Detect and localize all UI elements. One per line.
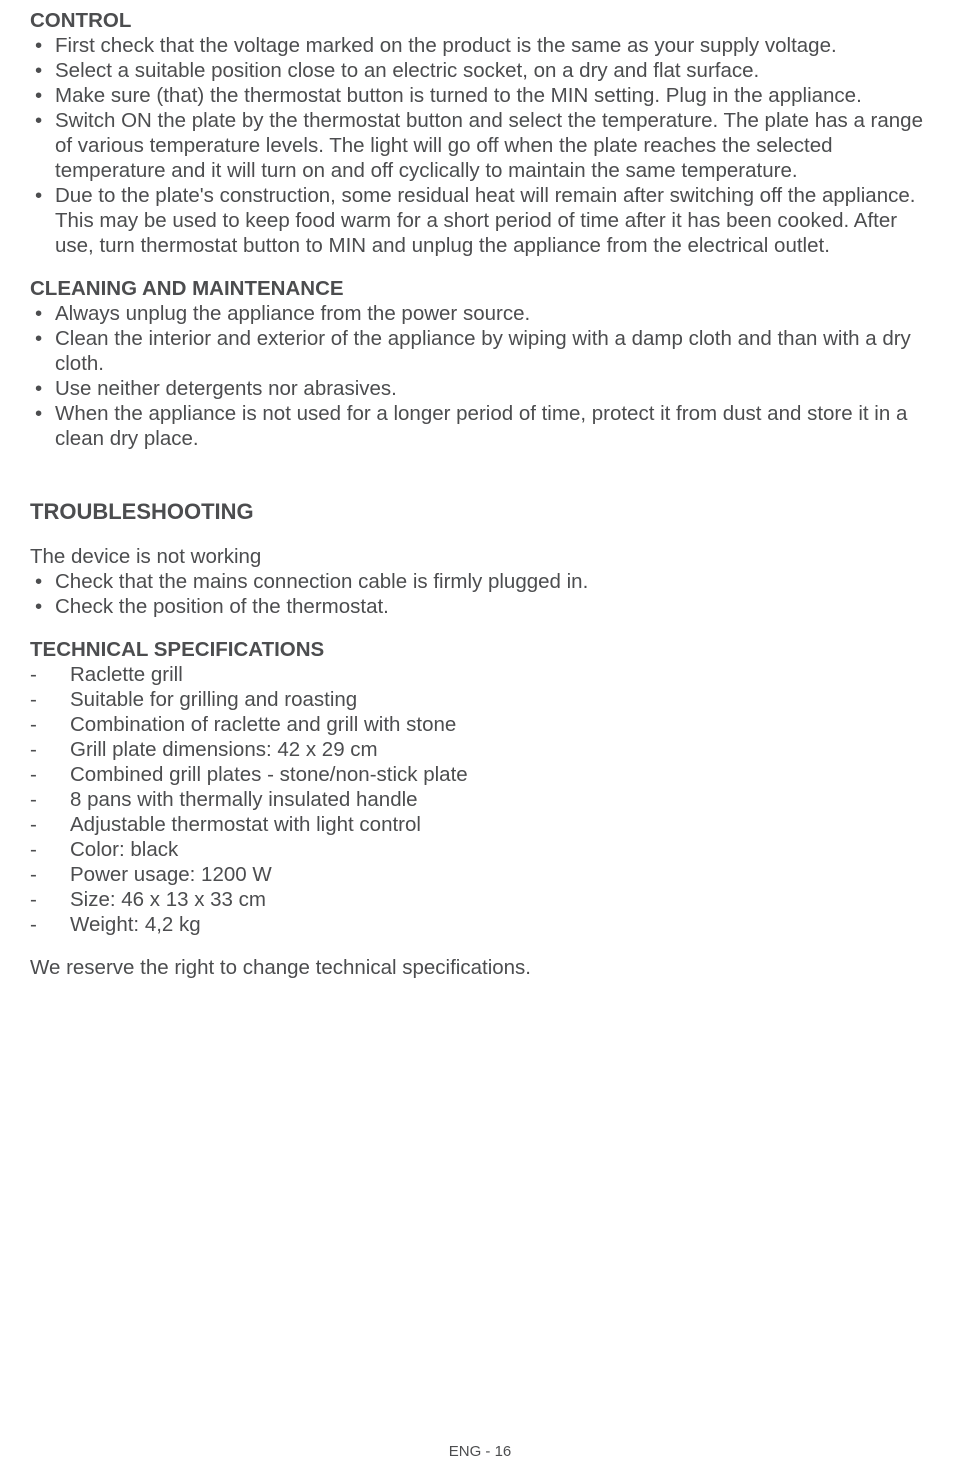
list-item: Raclette grill	[30, 662, 930, 687]
list-item: Power usage: 1200 W	[30, 862, 930, 887]
list-item: Suitable for grilling and roasting	[30, 687, 930, 712]
list-item: Switch ON the plate by the thermostat bu…	[55, 108, 930, 183]
list-item: First check that the voltage marked on t…	[55, 33, 930, 58]
cleaning-list: Always unplug the appliance from the pow…	[30, 301, 930, 451]
section-heading-cleaning: CLEANING AND MAINTENANCE	[30, 276, 930, 301]
control-list: First check that the voltage marked on t…	[30, 33, 930, 258]
list-item: Use neither detergents nor abrasives.	[55, 376, 930, 401]
list-item: Check the position of the thermostat.	[55, 594, 930, 619]
list-item: Make sure (that) the thermostat button i…	[55, 83, 930, 108]
section-heading-specs: TECHNICAL SPECIFICATIONS	[30, 637, 930, 662]
list-item: Always unplug the appliance from the pow…	[55, 301, 930, 326]
section-heading-control: CONTROL	[30, 8, 930, 33]
troubleshooting-subhead: The device is not working	[30, 544, 930, 569]
list-item: Select a suitable position close to an e…	[55, 58, 930, 83]
list-item: Size: 46 x 13 x 33 cm	[30, 887, 930, 912]
specs-footnote: We reserve the right to change technical…	[30, 955, 930, 980]
list-item: Grill plate dimensions: 42 x 29 cm	[30, 737, 930, 762]
troubleshooting-list: Check that the mains connection cable is…	[30, 569, 930, 619]
list-item: Weight: 4,2 kg	[30, 912, 930, 937]
section-heading-troubleshooting: TROUBLESHOOTING	[30, 499, 930, 526]
list-item: When the appliance is not used for a lon…	[55, 401, 930, 451]
list-item: Combination of raclette and grill with s…	[30, 712, 930, 737]
list-item: Due to the plate's construction, some re…	[55, 183, 930, 258]
list-item: Clean the interior and exterior of the a…	[55, 326, 930, 376]
list-item: Adjustable thermostat with light control	[30, 812, 930, 837]
list-item: Color: black	[30, 837, 930, 862]
list-item: 8 pans with thermally insulated handle	[30, 787, 930, 812]
specs-list: Raclette grill Suitable for grilling and…	[30, 662, 930, 937]
list-item: Combined grill plates - stone/non-stick …	[30, 762, 930, 787]
list-item: Check that the mains connection cable is…	[55, 569, 930, 594]
page-footer: ENG - 16	[0, 1443, 960, 1460]
